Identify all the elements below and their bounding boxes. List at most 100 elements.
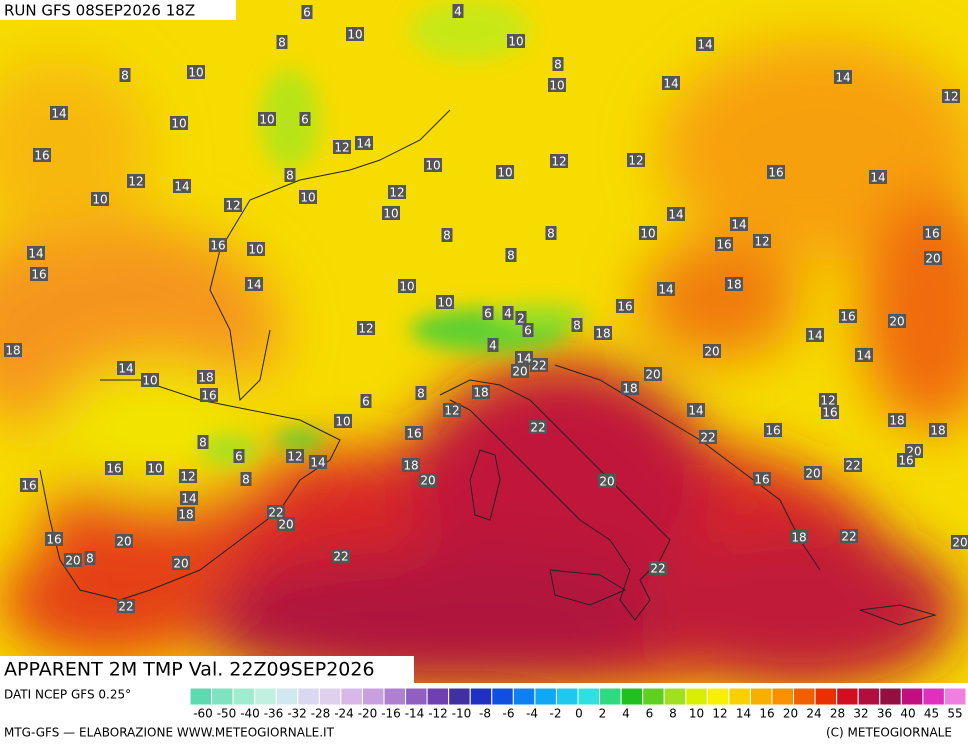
scale-swatch [189,687,213,706]
map-label: 6 [303,6,311,20]
label-box [119,68,131,82]
map-label: 16 [822,406,837,420]
map-label: 8 [121,69,129,83]
label-box [730,217,748,231]
map-label: 16 [106,462,121,476]
scale-label: 16 [759,707,774,721]
map-label: 8 [242,473,250,487]
source-label: DATI NCEP GFS 0.25° [4,688,131,702]
map-label: 16 [34,149,49,163]
label-box [45,532,63,546]
scale-label: -12 [428,707,448,721]
label-box [333,140,351,154]
map-label: 12 [389,186,404,200]
label-box [639,226,657,240]
map-label: 12 [628,154,643,168]
scale-swatch [836,687,859,706]
label-box [806,328,824,342]
label-box [530,358,548,372]
label-box [424,158,442,172]
label-box [197,370,215,384]
map-label: 16 [210,239,225,253]
map-label: 22 [841,530,856,544]
label-box [767,165,785,179]
map-label: 14 [28,247,43,261]
label-box [286,449,304,463]
label-box [4,343,22,357]
scale-swatch [685,687,708,706]
map-label: 20 [278,518,293,532]
map-label: 20 [116,535,131,549]
scale-label: -32 [287,707,307,721]
map-label: 20 [952,536,967,550]
map-label: 14 [246,278,261,292]
map-label: 20 [645,368,660,382]
label-box [233,449,245,463]
map-label: 18 [403,459,418,473]
map-label: 20 [512,365,527,379]
map-label: 12 [358,322,373,336]
map-label: 18 [791,531,806,545]
title-box [0,656,414,683]
label-box [821,405,839,419]
map-label: 18 [930,424,945,438]
scale-swatch [318,687,342,706]
map-label: 14 [870,171,885,185]
map-label: 8 [199,436,207,450]
map-label: 14 [118,362,133,376]
scale-swatch [728,687,751,706]
label-box [360,394,372,408]
scale-swatch [405,687,428,706]
label-box [247,242,265,256]
scale-label: 0 [575,707,583,721]
label-box [200,388,218,402]
map-label: 22 [333,550,348,564]
label-box [27,246,45,260]
map-label: 10 [640,227,655,241]
map-label: 18 [5,344,20,358]
map-label: 10 [425,159,440,173]
map-label: 8 [554,58,562,72]
label-box [299,190,317,204]
map-label: 18 [595,327,610,341]
label-box [515,311,527,325]
map-label: 10 [248,243,263,257]
label-box [627,153,645,167]
scale-swatch [340,687,363,706]
map-label: 22 [268,506,283,520]
map-label: 8 [507,249,515,263]
label-box [146,461,164,475]
map-label: 20 [805,467,820,481]
map-label: 12 [551,155,566,169]
label-box [180,491,198,505]
scale-swatch [448,687,471,706]
scale-swatch [491,687,514,706]
map-label: 14 [807,329,822,343]
scale-swatch [943,687,967,706]
map-label: 20 [173,557,188,571]
scale-label: -24 [334,707,354,721]
scale-swatch [275,687,299,706]
map-title: APPARENT 2M TMP Val. 22Z09SEP2026 [4,659,375,681]
label-box [621,381,639,395]
map-label: 20 [704,345,719,359]
label-box [443,403,461,417]
map-label: 16 [898,454,913,468]
map-label: 18 [198,371,213,385]
label-box [277,517,295,531]
scale-label: 24 [806,707,821,721]
label-box [334,414,352,428]
map-label: 22 [530,421,545,435]
map-label: 10 [300,191,315,205]
label-box [170,116,188,130]
scale-swatch [599,687,622,706]
map-label: 10 [188,66,203,80]
label-box [699,430,717,444]
label-box [258,112,276,126]
scale-label: 4 [622,707,630,721]
color-scale: -60 -50 -40 -36 -32 -28 -24 -20 -16 -14 -12 -10 -8 -6… [189,687,967,721]
label-box [179,469,197,483]
map-label: 16 [617,300,632,314]
scale-swatch [771,687,795,706]
